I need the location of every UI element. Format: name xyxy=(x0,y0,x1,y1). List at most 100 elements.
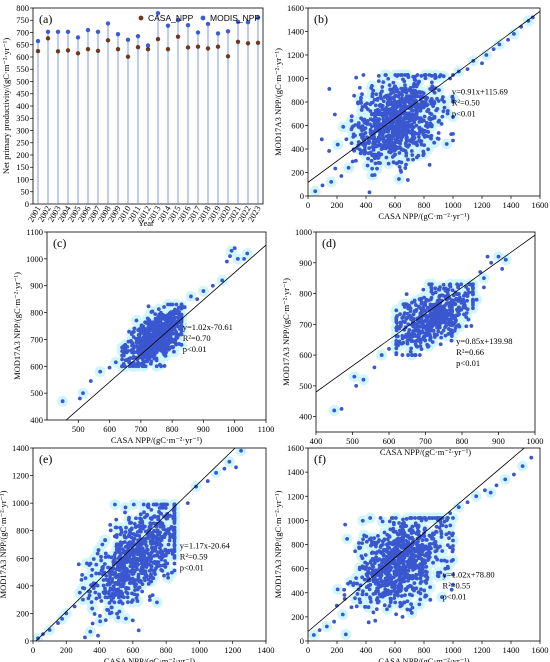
data-point xyxy=(418,116,423,121)
data-point xyxy=(124,554,129,559)
data-point xyxy=(128,577,133,582)
data-point xyxy=(419,74,424,78)
panel-label-d: (d) xyxy=(322,236,336,250)
data-point xyxy=(149,310,154,314)
data-point xyxy=(319,137,324,142)
data-point xyxy=(406,330,411,335)
data-point xyxy=(176,310,181,315)
data-point xyxy=(341,124,346,129)
data-point xyxy=(394,315,399,320)
data-point xyxy=(463,305,468,310)
data-point xyxy=(120,364,124,369)
data-point xyxy=(405,315,410,320)
data-point xyxy=(113,502,117,507)
data-point xyxy=(210,283,215,288)
fit-equation: y=0.85x+139.98 xyxy=(456,336,512,346)
data-point xyxy=(436,312,441,317)
data-point xyxy=(145,548,150,552)
data-point xyxy=(129,520,134,525)
casa-point xyxy=(85,46,91,52)
data-point xyxy=(122,364,127,369)
data-point xyxy=(145,504,150,508)
data-point xyxy=(125,543,130,548)
data-point xyxy=(401,319,405,324)
data-point xyxy=(148,352,153,357)
data-point xyxy=(89,600,94,605)
data-point xyxy=(130,350,134,355)
fit-line xyxy=(35,448,236,641)
data-point xyxy=(413,339,418,344)
data-point xyxy=(155,600,159,605)
data-point xyxy=(388,148,393,152)
data-point xyxy=(478,270,483,274)
data-point xyxy=(159,364,163,369)
chart-c: 500 600 700 800 900 1000 110040050060070080090… xyxy=(12,227,274,445)
data-point xyxy=(97,571,102,576)
data-point xyxy=(113,591,118,596)
data-point xyxy=(421,287,426,292)
data-point xyxy=(147,598,152,602)
data-point xyxy=(103,538,108,543)
data-point xyxy=(419,296,424,301)
data-point xyxy=(422,114,427,119)
x-tick-label: 400 xyxy=(360,200,373,210)
data-point xyxy=(113,587,118,592)
modis-point xyxy=(155,10,161,16)
data-point xyxy=(441,282,446,287)
chart-f: 0 200 400 600 800 1000 1200 1400 160002004006008… xyxy=(273,443,549,662)
y-tick-label: 700 xyxy=(16,27,29,37)
data-point xyxy=(415,344,420,349)
data-point xyxy=(153,344,158,349)
casa-point xyxy=(55,49,61,54)
data-point xyxy=(419,94,424,99)
data-point xyxy=(434,108,439,113)
data-point xyxy=(140,582,145,587)
data-point xyxy=(245,251,250,256)
y-tick-label: 350 xyxy=(16,113,29,123)
data-point xyxy=(142,510,146,515)
data-point xyxy=(135,599,140,603)
data-point xyxy=(482,276,486,281)
data-point xyxy=(451,302,456,307)
modis-point xyxy=(85,27,91,33)
x-tick-label: 200 xyxy=(331,200,344,210)
data-point xyxy=(123,505,128,510)
casa-point xyxy=(195,44,201,49)
data-point xyxy=(461,297,466,302)
data-point xyxy=(166,542,171,547)
data-point xyxy=(99,568,104,573)
chart-e: 0 200 400 600 800 1000 1200 1400020040060080010… xyxy=(0,443,275,662)
data-point xyxy=(220,278,225,283)
data-point xyxy=(123,358,128,363)
chart-b: 0 200 400 600 800 1000 1200 1400 160002004006008… xyxy=(273,3,549,221)
data-point xyxy=(150,575,154,580)
data-point xyxy=(130,356,135,360)
data-point xyxy=(87,593,92,598)
data-point xyxy=(402,335,407,339)
data-point xyxy=(149,359,154,364)
data-point xyxy=(140,564,145,569)
data-point xyxy=(480,61,484,66)
y-tick-label: 1600 xyxy=(287,3,304,13)
data-point xyxy=(357,85,362,90)
data-point xyxy=(421,335,426,339)
data-point xyxy=(161,502,166,507)
data-point xyxy=(108,586,113,591)
data-point xyxy=(441,109,446,114)
y-axis-label: MOD17A3 NPP/(gC·m⁻²·yr⁻¹) xyxy=(281,278,291,386)
data-point xyxy=(367,190,372,195)
data-point xyxy=(375,98,380,102)
data-point xyxy=(471,300,475,305)
data-point xyxy=(417,89,422,94)
data-point xyxy=(91,557,96,561)
fit-equation: y=1.17x-20.64 xyxy=(180,540,231,550)
data-point xyxy=(363,120,368,125)
y-tick-label: 1000 xyxy=(26,254,43,264)
fit-equation: y=1.02x-70.61 xyxy=(183,322,233,332)
data-point xyxy=(160,568,165,573)
data-point xyxy=(466,317,471,322)
data-point xyxy=(99,599,104,603)
data-point xyxy=(390,110,395,115)
data-point xyxy=(373,108,378,113)
data-point xyxy=(437,88,441,93)
